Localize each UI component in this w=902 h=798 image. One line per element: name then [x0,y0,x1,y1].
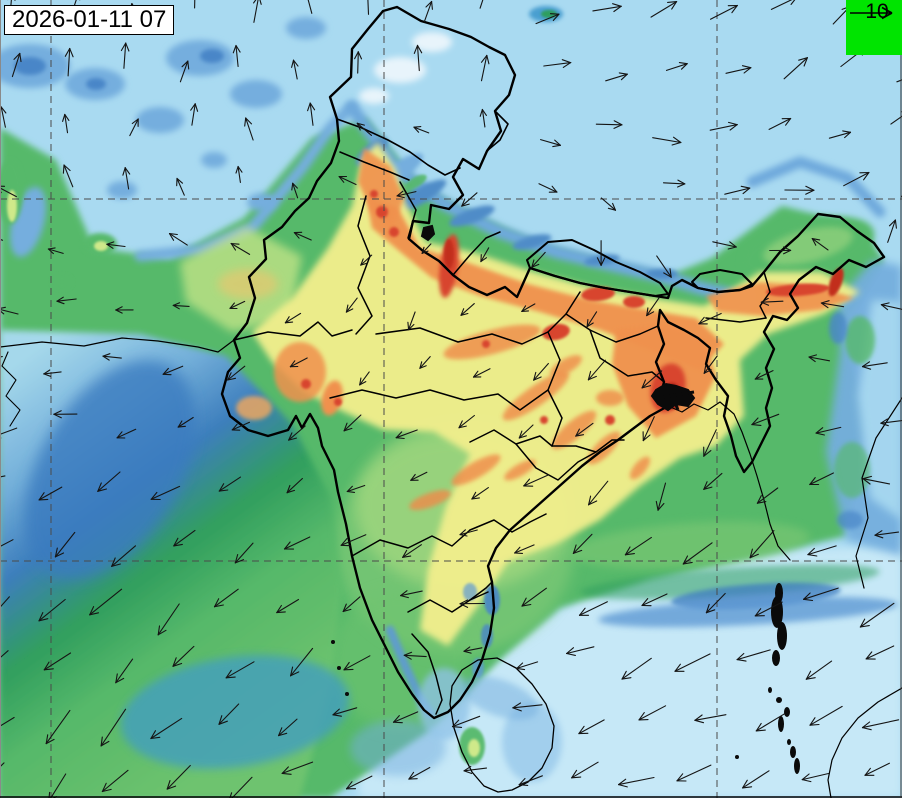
bhutan [691,269,753,293]
state-punjab-hp [339,151,410,181]
coast-myanmar [855,397,902,589]
srilanka [449,657,555,793]
state-assam-aru [759,271,771,319]
timestamp-label: 2026-01-11 07 [12,6,167,33]
india-outline [220,5,886,720]
island-mark [778,716,784,732]
state-haryana-up [399,181,425,253]
wind-reference-arrow [850,6,893,20]
state-tel-ap [515,443,597,481]
island-mark [768,687,772,693]
state-ka-tn [407,591,489,613]
island-mark [777,622,787,650]
island-mark [794,758,800,774]
island-mark [345,692,349,696]
state-guj-raj [233,321,353,341]
state-mh-north [329,389,549,411]
state-bihar [565,313,659,343]
timestamp-label-box: 2026-01-11 07 [4,5,175,35]
nepal [526,239,669,297]
coast-sumatra [827,687,902,798]
island-mark [790,746,796,758]
coast-makran [0,337,235,353]
state-ap-tn [469,581,493,601]
island-mark [784,707,790,717]
island-mark [337,666,341,670]
state-od-ap [551,439,625,453]
state-assam-megh [705,317,767,323]
island-mark [787,739,791,745]
island-mark [331,640,335,644]
wind-legend: 10 [846,0,902,55]
coast-bangladesh [667,401,791,561]
state-mh-south [351,529,471,557]
boundaries-layer [0,5,902,798]
state-raj-east [355,195,373,335]
kashmir-line-2 [487,110,509,151]
coast-makran-detail [1,351,21,427]
state-uttarakhand [452,231,501,276]
state-up-mp [375,291,581,345]
island-mark [771,596,783,628]
wind-legend-value: 10 [865,0,889,23]
state-ka-ap [469,513,547,533]
state-kerala-tn [411,633,443,715]
island-mark [776,697,782,703]
delhi-urban [420,224,436,242]
island-mark [735,755,739,759]
island-mark [772,650,780,666]
